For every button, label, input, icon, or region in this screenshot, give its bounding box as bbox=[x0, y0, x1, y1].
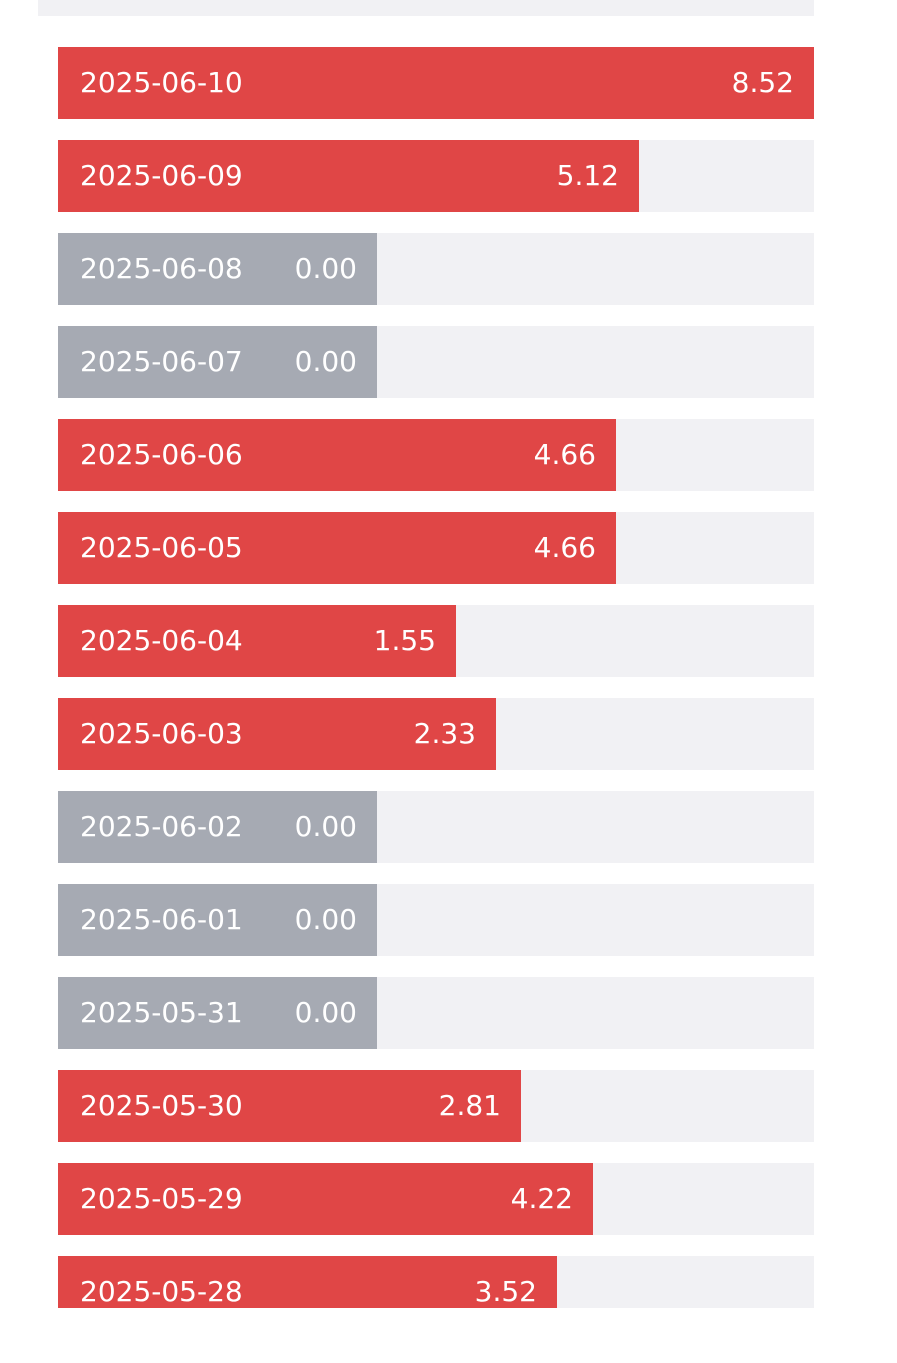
bar bbox=[58, 698, 496, 770]
bar-value-label: 3.52 bbox=[474, 1275, 537, 1308]
bar-row[interactable]: 2025-06-07 0.00 bbox=[58, 326, 814, 398]
bar-date-label: 2025-06-02 bbox=[80, 810, 243, 843]
bar bbox=[58, 1256, 557, 1308]
bar-value-label: 1.55 bbox=[373, 624, 436, 657]
bar-date-label: 2025-05-31 bbox=[80, 996, 243, 1029]
bar-date-label: 2025-06-05 bbox=[80, 531, 243, 564]
bar-row[interactable]: 2025-06-05 4.66 bbox=[58, 512, 814, 584]
bar-date-label: 2025-06-10 bbox=[80, 66, 243, 99]
bar-row[interactable]: 2025-06-06 4.66 bbox=[58, 419, 814, 491]
daily-bar-list: 2025-06-10 8.52 2025-06-09 5.12 2025-06-08 0.… bbox=[58, 47, 814, 1308]
bar-date-label: 2025-06-09 bbox=[80, 159, 243, 192]
bar-value-label: 4.66 bbox=[533, 438, 596, 471]
bar bbox=[58, 512, 616, 584]
header-strip bbox=[38, 0, 814, 16]
bar bbox=[58, 1070, 521, 1142]
bar-value-label: 0.00 bbox=[294, 810, 357, 843]
bar bbox=[58, 140, 639, 212]
bar bbox=[58, 47, 814, 119]
bar-value-label: 0.00 bbox=[294, 345, 357, 378]
bar bbox=[58, 233, 377, 305]
bar-date-label: 2025-05-30 bbox=[80, 1089, 243, 1122]
bar-value-label: 2.33 bbox=[413, 717, 476, 750]
bar bbox=[58, 605, 456, 677]
bar bbox=[58, 791, 377, 863]
bar-value-label: 0.00 bbox=[294, 252, 357, 285]
bar-value-label: 4.66 bbox=[533, 531, 596, 564]
bar-date-label: 2025-06-07 bbox=[80, 345, 243, 378]
bar-date-label: 2025-05-29 bbox=[80, 1182, 243, 1215]
bar-date-label: 2025-06-06 bbox=[80, 438, 243, 471]
bar bbox=[58, 326, 377, 398]
bar bbox=[58, 1163, 593, 1235]
bar bbox=[58, 977, 377, 1049]
bar-row[interactable]: 2025-06-04 1.55 bbox=[58, 605, 814, 677]
bar-row[interactable]: 2025-06-10 8.52 bbox=[58, 47, 814, 119]
bar-date-label: 2025-06-08 bbox=[80, 252, 243, 285]
bar-row[interactable]: 2025-06-03 2.33 bbox=[58, 698, 814, 770]
bar-value-label: 0.00 bbox=[294, 903, 357, 936]
bar-date-label: 2025-06-03 bbox=[80, 717, 243, 750]
bar-value-label: 4.22 bbox=[510, 1182, 573, 1215]
bar-date-label: 2025-05-28 bbox=[80, 1275, 243, 1308]
bar-row[interactable]: 2025-06-09 5.12 bbox=[58, 140, 814, 212]
bar bbox=[58, 884, 377, 956]
bar-value-label: 0.00 bbox=[294, 996, 357, 1029]
bar-date-label: 2025-06-04 bbox=[80, 624, 243, 657]
bar-row[interactable]: 2025-06-01 0.00 bbox=[58, 884, 814, 956]
bar-value-label: 2.81 bbox=[438, 1089, 501, 1122]
bar-row[interactable]: 2025-05-29 4.22 bbox=[58, 1163, 814, 1235]
bar-value-label: 8.52 bbox=[731, 66, 794, 99]
bar-row[interactable]: 2025-05-30 2.81 bbox=[58, 1070, 814, 1142]
bar-date-label: 2025-06-01 bbox=[80, 903, 243, 936]
bar-value-label: 5.12 bbox=[556, 159, 619, 192]
bar-row[interactable]: 2025-05-28 3.52 bbox=[58, 1256, 814, 1308]
bar-row[interactable]: 2025-06-08 0.00 bbox=[58, 233, 814, 305]
bar bbox=[58, 419, 616, 491]
bar-row[interactable]: 2025-05-31 0.00 bbox=[58, 977, 814, 1049]
bar-row[interactable]: 2025-06-02 0.00 bbox=[58, 791, 814, 863]
